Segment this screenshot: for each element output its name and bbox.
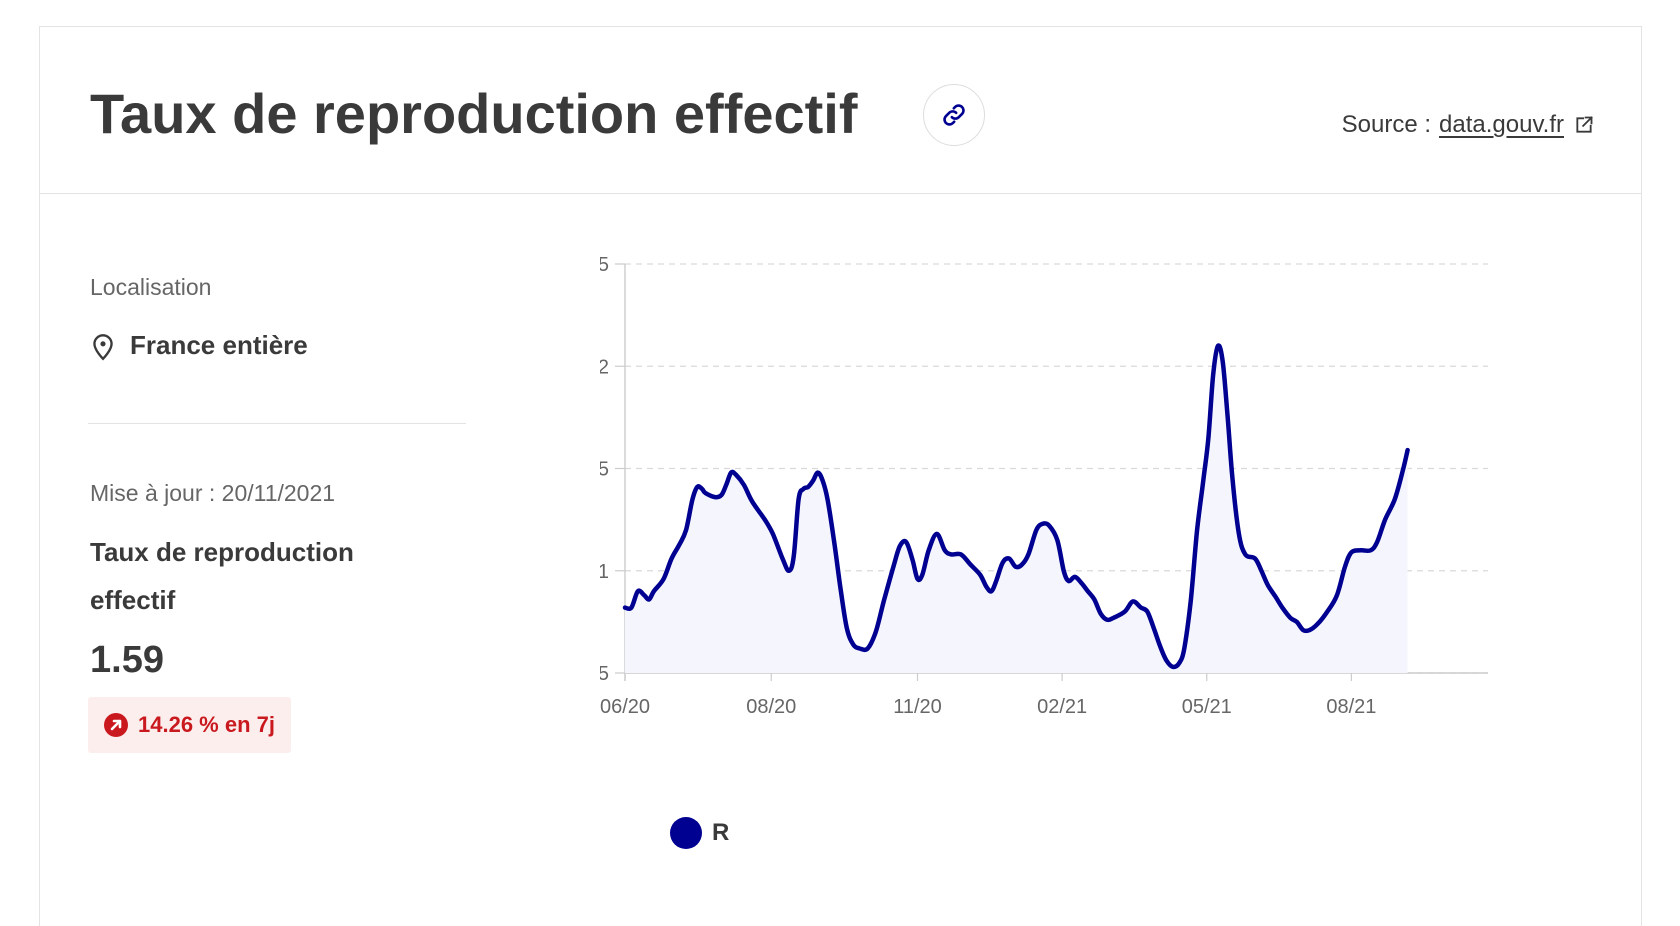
arrow-up-right-icon [104,713,128,737]
location-label: Localisation [90,274,212,300]
map-pin-icon [93,333,113,361]
x-tick-label: 06/20 [600,696,650,718]
y-tick-label: 2.5 [600,254,609,276]
x-tick-label: 08/20 [746,696,796,718]
legend-marker [670,817,702,849]
location-row: France entière [90,330,308,361]
divider [88,423,466,424]
link-icon [943,104,965,126]
metric-value: 1.59 [90,639,164,681]
trend-text: 14.26 % en 7j [138,712,275,737]
r-chart: 0.5 1 1.5 2 2.5 06/20 08/20 11/20 02/21 05/21 08/2… [581,252,1600,787]
series-line-r [622,343,1410,670]
update-date: Mise à jour : 20/11/2021 [90,480,336,506]
y-tick-label: 0.5 [600,663,609,685]
card-header: Taux de reproduction effectif Source : d… [40,27,1641,194]
external-link-icon [1576,116,1593,133]
copy-link-button[interactable] [923,84,985,146]
y-tick-label: 1.5 [600,459,609,481]
y-tick-label: 2 [600,356,609,378]
x-tick-label: 02/21 [1037,696,1087,718]
source-line: Source : data.gouv.fr [1342,111,1594,139]
x-tick-label: 05/21 [1182,696,1232,718]
r-chart-svg: 0.5 1 1.5 2 2.5 06/20 08/20 11/20 02/21 05/21 08/2… [581,254,1488,718]
metric-title: Taux de reproduction effectif [90,537,354,615]
chart-legend: R [670,817,729,849]
source-prefix: Source : [1341,111,1432,138]
location-value: France entière [130,330,308,360]
series-area [625,345,1408,673]
x-tick-label: 11/20 [893,696,942,718]
indicator-card: Taux de reproduction effectif Source : d… [39,26,1642,926]
legend-label: R [712,819,730,846]
y-tick-label: 1 [600,561,609,583]
trend-badge: 14.26 % en 7j [88,697,291,753]
source-link[interactable]: data.gouv.fr [1439,111,1564,138]
page-title: Taux de reproduction effectif [90,82,858,145]
x-tick-label: 08/21 [1326,696,1376,718]
